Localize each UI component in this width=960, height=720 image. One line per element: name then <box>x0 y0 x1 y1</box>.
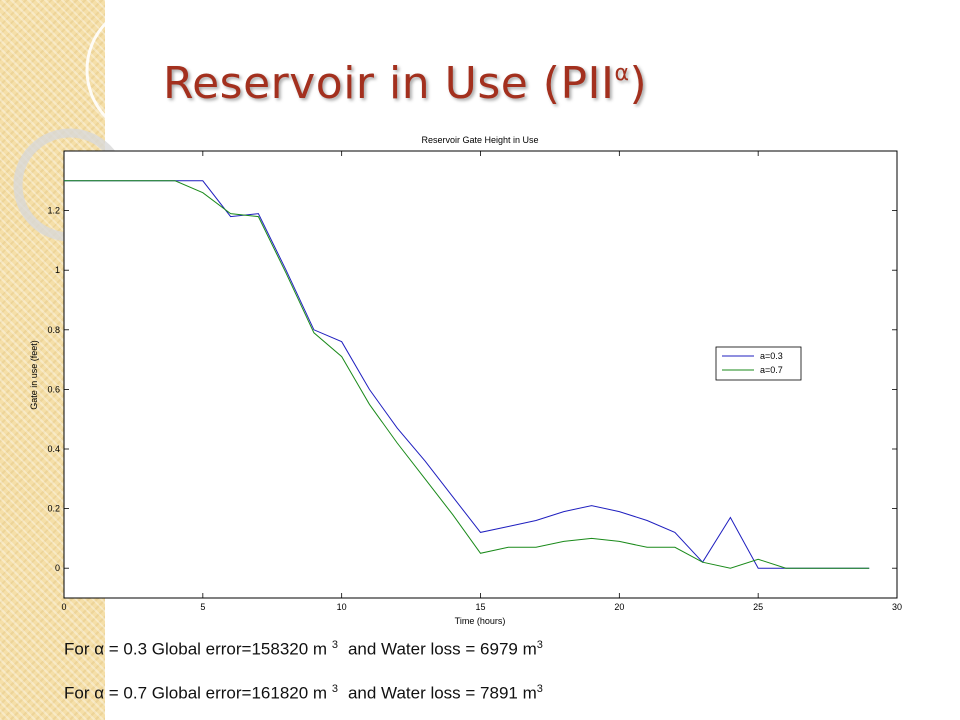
footnote-2-loss: and Water loss = 7891 m <box>347 683 537 703</box>
y-tick-label: 0.8 <box>47 325 60 335</box>
legend-label: a=0.7 <box>760 365 783 375</box>
footnote-alpha-07: For α = 0.7 Global error=161820 m 3 and W… <box>64 683 543 704</box>
y-tick-label: 1.2 <box>47 206 60 216</box>
footnote-2-error: For α = 0.7 Global error=161820 m <box>64 683 328 703</box>
series-line-a03 <box>64 180 870 569</box>
y-tick-label: 0.6 <box>47 384 60 394</box>
y-axis-label: Gate in use (feet) <box>29 340 39 410</box>
x-tick-label: 30 <box>892 602 902 612</box>
x-axis-label: Time (hours) <box>455 616 506 626</box>
footnote-1-error-exp: 3 <box>331 639 338 651</box>
y-tick-label: 0.2 <box>47 504 60 514</box>
series-line-a07 <box>64 180 870 569</box>
legend-box <box>715 346 802 381</box>
footnote-2-loss-exp: 3 <box>536 683 543 695</box>
legend-label: a=0.3 <box>760 351 783 361</box>
footnote-1-loss: and Water loss = 6979 m <box>347 639 537 659</box>
x-tick-label: 25 <box>753 602 763 612</box>
y-tick-label: 1 <box>55 265 60 275</box>
slide-title: Reservoir in Use (PIIα) <box>163 58 647 109</box>
slide-title-text: Reservoir in Use (PII <box>163 58 615 109</box>
slide-title-alpha: α <box>614 61 630 86</box>
x-tick-label: 5 <box>200 602 205 612</box>
x-tick-label: 15 <box>475 602 485 612</box>
y-tick-label: 0 <box>55 563 60 573</box>
series-lines <box>64 180 870 569</box>
x-tick-label: 0 <box>61 602 66 612</box>
axis-ticks: 0 5 10 15 20 25 30 0 0.2 0.4 0.6 0.8 1 1.2 <box>47 151 902 612</box>
x-tick-label: 20 <box>614 602 624 612</box>
x-tick-label: 10 <box>337 602 347 612</box>
y-tick-label: 0.4 <box>47 444 60 454</box>
footnote-1-loss-exp: 3 <box>536 639 543 651</box>
chart-title: Reservoir Gate Height in Use <box>421 135 538 145</box>
footnote-1-error: For α = 0.3 Global error=158320 m <box>64 639 328 659</box>
slide-title-close: ) <box>629 58 648 109</box>
chart-legend: a=0.3 a=0.7 <box>715 346 802 381</box>
footnote-alpha-03: For α = 0.3 Global error=158320 m 3 and W… <box>64 639 543 660</box>
footnote-2-error-exp: 3 <box>331 683 338 695</box>
